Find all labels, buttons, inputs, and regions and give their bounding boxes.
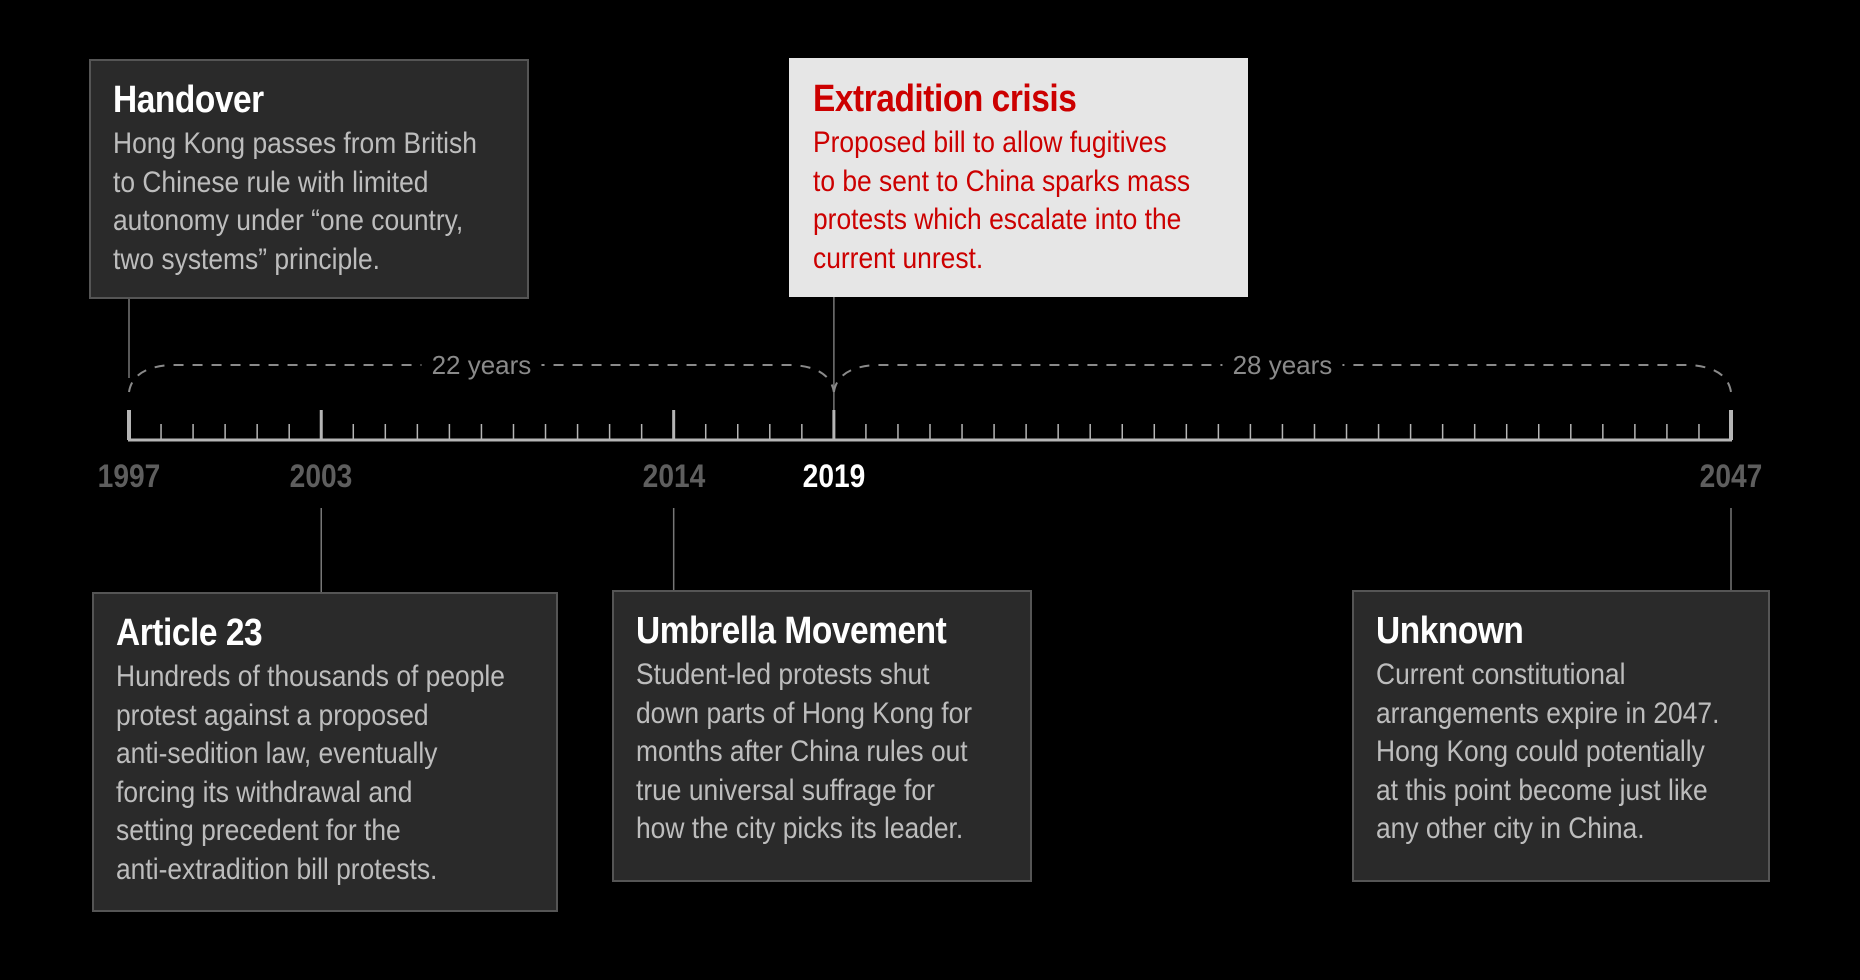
event-card-unknown: Unknown Current constitutional arrangeme… (1352, 590, 1770, 882)
description-line: autonomy under “one country, (113, 204, 464, 237)
description-line: Hong Kong passes from British (113, 127, 477, 160)
description-line: forcing its withdrawal and (116, 775, 413, 809)
span-label-bg-2 (1222, 349, 1343, 381)
event-title: Umbrella Movement (636, 610, 947, 652)
description-line: arrangements expire in 2047. (1376, 696, 1720, 730)
description-line: any other city in China. (1376, 812, 1645, 845)
description-line: Hong Kong could potentially (1376, 735, 1705, 768)
event-description: Proposed bill to allow fugitives to be s… (813, 124, 1225, 278)
event-title: Extradition crisis (813, 78, 1077, 120)
event-card-umbrella-movement: Umbrella Movement Student-led protests s… (612, 590, 1032, 882)
span-label-22-years: 22 years (432, 350, 532, 380)
description-line: Current constitutional (1376, 658, 1626, 691)
span-label-28-years: 28 years (1233, 350, 1333, 380)
description-line: current unrest. (813, 241, 984, 275)
description-line: to Chinese rule with limited (113, 165, 429, 199)
description-line: to be sent to China sparks mass (813, 164, 1191, 198)
description-line: Hundreds of thousands of people (116, 660, 505, 693)
description-line: how the city picks its leader. (636, 812, 964, 845)
description-line: protests which escalate into the (813, 203, 1182, 236)
event-connectors (128, 297, 1732, 592)
event-description: Hundreds of thousands of people protest … (116, 658, 535, 889)
year-label-2014: 2014 (642, 458, 705, 494)
event-description: Hong Kong passes from British to Chinese… (113, 125, 506, 279)
year-label-2019: 2019 (802, 458, 866, 494)
description-line: Proposed bill to allow fugitives (813, 126, 1167, 159)
span-brackets (128, 364, 1732, 393)
description-line: down parts of Hong Kong for (636, 696, 973, 730)
event-title: Article 23 (116, 612, 263, 654)
description-line: anti-sedition law, eventually (116, 737, 438, 770)
event-description: Student-led protests shut down parts of … (636, 656, 1009, 849)
year-label-1997: 1997 (97, 458, 161, 494)
description-line: months after China rules out (636, 735, 968, 768)
event-card-handover: Handover Hong Kong passes from British t… (89, 59, 529, 299)
event-card-article-23: Article 23 Hundreds of thousands of peop… (92, 592, 558, 912)
span-label-bg-1 (421, 349, 542, 381)
description-line: at this point become just like (1376, 773, 1708, 807)
timeline-ticks (127, 410, 1733, 440)
event-title: Handover (113, 79, 264, 121)
event-card-extradition-crisis: Extradition crisis Proposed bill to allo… (789, 58, 1248, 297)
description-line: anti-extradition bill protests. (116, 852, 438, 886)
description-line: true universal suffrage for (636, 773, 935, 807)
event-title: Unknown (1376, 610, 1524, 652)
description-line: protest against a proposed (116, 698, 429, 732)
description-line: two systems” principle. (113, 242, 381, 276)
year-label-2003: 2003 (289, 458, 353, 494)
description-line: Student-led protests shut (636, 658, 930, 691)
year-label-2047: 2047 (1699, 458, 1763, 494)
event-description: Current constitutional arrangements expi… (1376, 656, 1747, 849)
description-line: setting precedent for the (116, 814, 401, 847)
